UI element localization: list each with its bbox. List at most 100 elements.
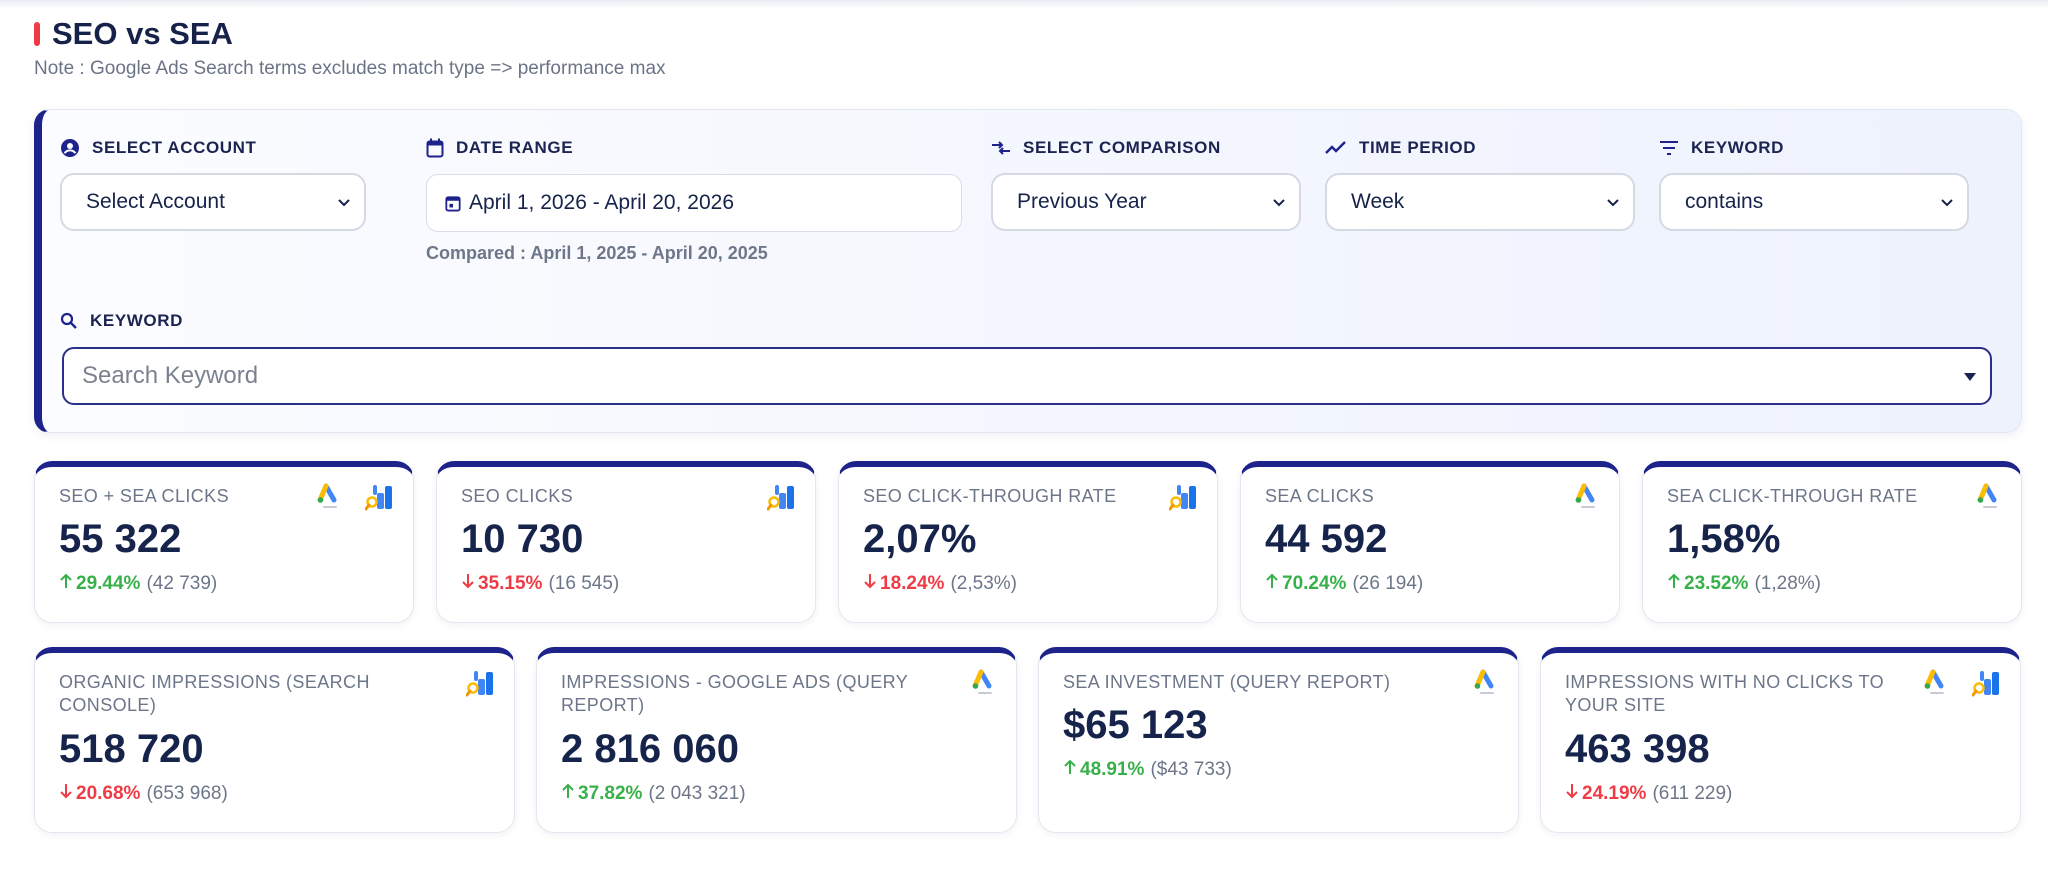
kpi-change: 35.15% (16 545)	[461, 573, 619, 595]
search-console-icon	[1971, 669, 2002, 702]
kpi-change: 18.24% (2,53%)	[863, 573, 1017, 595]
compared-range-text: Compared : April 1, 2025 - April 20, 202…	[426, 243, 768, 263]
kpi-change: 20.68% (653 968)	[59, 783, 228, 805]
arrow-up-icon	[1063, 759, 1077, 781]
date-range-label: DATE RANGE	[426, 138, 573, 158]
source-icons	[972, 669, 998, 702]
date-range-picker[interactable]: April 1, 2026 - April 20, 2026	[426, 174, 962, 232]
arrow-down-icon	[461, 573, 475, 595]
caret-down-icon	[1964, 373, 1976, 381]
source-icons	[465, 669, 496, 702]
kpi-change: 29.44% (42 739)	[59, 573, 217, 595]
kpi-value: 463 398	[1565, 727, 1710, 771]
kpi-value: 2 816 060	[561, 727, 739, 771]
kpi-change: 48.91% ($43 733)	[1063, 759, 1232, 781]
kpi-change-percent: 24.19%	[1582, 783, 1647, 804]
arrow-up-icon	[1667, 573, 1681, 595]
google-ads-icon	[317, 483, 343, 516]
source-icons	[1168, 483, 1199, 516]
kpi-card: IMPRESSIONS - GOOGLE ADS (QUERY REPORT) 2…	[536, 647, 1017, 833]
kpi-label: SEA CLICK-THROUGH RATE	[1667, 486, 1918, 506]
kpi-card: SEA CLICK-THROUGH RATE 1,58% 23.52% (1,28%)	[1642, 461, 2022, 623]
page-note: Note : Google Ads Search terms excludes …	[34, 58, 666, 79]
kpi-card: SEA INVESTMENT (QUERY REPORT) $65 123 48.9…	[1038, 647, 1519, 833]
kpi-card: SEA CLICKS 44 592 70.24% (26 194)	[1240, 461, 1620, 623]
time-period-label: TIME PERIOD	[1325, 138, 1476, 158]
kpi-previous-value: (1,28%)	[1754, 573, 1821, 594]
filter-panel: SELECT ACCOUNT Select Account DATE RANGE…	[34, 109, 2022, 433]
kpi-card: SEO CLICK-THROUGH RATE 2,07% 18.24% (2,53%)	[838, 461, 1218, 623]
google-ads-icon	[1924, 669, 1950, 702]
time-period-select[interactable]: Week	[1325, 173, 1635, 231]
page-title: SEO vs SEA	[52, 16, 233, 51]
arrow-down-icon	[1565, 783, 1579, 805]
kpi-previous-value: (26 194)	[1352, 573, 1424, 594]
calendar-icon	[426, 138, 444, 158]
title-accent-bar	[34, 22, 40, 46]
kpi-card: SEO + SEA CLICKS 55 322 29.44% (42 739)	[34, 461, 414, 623]
source-icons	[1924, 669, 2002, 702]
kpi-value: 1,58%	[1667, 517, 1781, 561]
arrow-up-icon	[1265, 573, 1279, 595]
kpi-label: SEA CLICKS	[1265, 486, 1375, 506]
trending-line-icon	[1325, 141, 1346, 154]
filter-lines-icon	[1660, 141, 1678, 155]
kpi-previous-value: (2 043 321)	[648, 783, 746, 804]
account-filter-label: SELECT ACCOUNT	[60, 138, 257, 158]
account-select[interactable]: Select Account	[60, 173, 366, 231]
kpi-change-percent: 35.15%	[478, 573, 543, 594]
source-icons	[1575, 483, 1601, 516]
kpi-previous-value: (42 739)	[146, 573, 218, 594]
keyword-match-select[interactable]: contains	[1659, 173, 1969, 231]
chevron-down-icon	[1273, 199, 1285, 207]
google-ads-icon	[1575, 483, 1601, 516]
keyword-match-label: KEYWORD	[1659, 138, 1784, 158]
kpi-change: 24.19% (611 229)	[1565, 783, 1732, 805]
google-ads-icon	[1977, 483, 2003, 516]
chevron-down-icon	[338, 199, 350, 207]
google-ads-icon	[972, 669, 998, 702]
kpi-label: ORGANIC IMPRESSIONS (SEARCH CONSOLE)	[59, 672, 370, 715]
page-header: SEO vs SEA	[34, 16, 233, 52]
kpi-previous-value: (653 968)	[146, 783, 228, 804]
kpi-label: SEO CLICKS	[461, 486, 574, 506]
search-console-icon	[1168, 483, 1199, 516]
kpi-change-percent: 48.91%	[1080, 759, 1145, 780]
keyword-search-input[interactable]: Search Keyword	[62, 347, 1992, 405]
kpi-change-percent: 18.24%	[880, 573, 945, 594]
kpi-change-percent: 23.52%	[1684, 573, 1749, 594]
arrow-down-icon	[59, 783, 73, 805]
compare-arrows-icon	[992, 141, 1010, 155]
source-icons	[1977, 483, 2003, 516]
chevron-down-icon	[1941, 199, 1953, 207]
comparison-filter-label: SELECT COMPARISON	[991, 138, 1221, 158]
kpi-label: IMPRESSIONS WITH NO CLICKS TO YOUR SITE	[1565, 672, 1884, 715]
account-circle-icon	[61, 139, 79, 157]
kpi-value: $65 123	[1063, 703, 1208, 747]
search-icon	[60, 312, 77, 329]
keyword-search-label: KEYWORD	[60, 311, 183, 331]
search-console-icon	[364, 483, 395, 516]
kpi-card: SEO CLICKS 10 730 35.15% (16 545)	[436, 461, 816, 623]
kpi-card: IMPRESSIONS WITH NO CLICKS TO YOUR SITE 4…	[1540, 647, 2021, 833]
kpi-label: SEO CLICK-THROUGH RATE	[863, 486, 1117, 506]
kpi-change-percent: 29.44%	[76, 573, 141, 594]
kpi-label: SEA INVESTMENT (QUERY REPORT)	[1063, 672, 1391, 692]
comparison-select[interactable]: Previous Year	[991, 173, 1301, 231]
arrow-up-icon	[561, 783, 575, 805]
kpi-previous-value: ($43 733)	[1150, 759, 1232, 780]
kpi-previous-value: (16 545)	[548, 573, 620, 594]
source-icons	[317, 483, 395, 516]
source-icons	[1474, 669, 1500, 702]
kpi-value: 518 720	[59, 727, 204, 771]
google-ads-icon	[1474, 669, 1500, 702]
kpi-value: 10 730	[461, 517, 584, 561]
kpi-change: 37.82% (2 043 321)	[561, 783, 746, 805]
search-console-icon	[465, 669, 496, 702]
arrow-up-icon	[59, 573, 73, 595]
kpi-change-percent: 20.68%	[76, 783, 141, 804]
kpi-change-percent: 70.24%	[1282, 573, 1347, 594]
kpi-previous-value: (2,53%)	[950, 573, 1017, 594]
chevron-down-icon	[1607, 199, 1619, 207]
kpi-value: 2,07%	[863, 517, 977, 561]
